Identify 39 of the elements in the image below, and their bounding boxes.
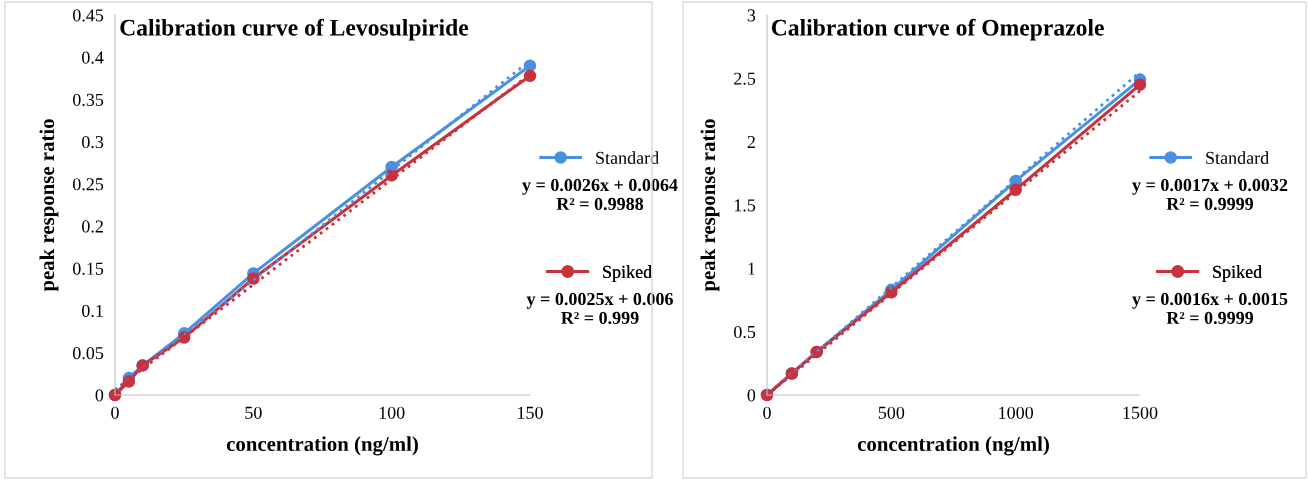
chart-title: Calibration curve of Levosulpiride [120, 18, 469, 41]
x-tick-label: 50 [245, 406, 262, 419]
y-tick-label: 0.2 [82, 220, 103, 233]
x-tick-label: 1000 [999, 406, 1034, 419]
x-tick-label: 500 [878, 406, 905, 419]
chart-title: Calibration curve of Omeprazole [771, 18, 1104, 41]
x-axis-title: concentration (ng/ml) [226, 436, 418, 456]
y-tick-label: 1.5 [734, 199, 756, 212]
y-tick-label: 3 [747, 9, 756, 22]
x-tick-label: 0 [763, 406, 771, 419]
y-tick-label: 1 [748, 262, 755, 275]
annotation: y = 0.0025x + 0.006 R² = 0.999 [526, 292, 673, 325]
y-tick-label: 0.35 [72, 93, 104, 106]
y-tick-label: 0.3 [82, 135, 104, 149]
legend-label: Spiked [1213, 265, 1262, 282]
x-tick-label: 150 [518, 406, 543, 419]
y-axis-title: peak response ratio [700, 119, 720, 292]
legend-label: Standard [596, 151, 659, 164]
y-tick-label: 0.45 [72, 9, 104, 22]
y-tick-label: 0 [747, 389, 756, 402]
x-tick-label: 0 [111, 406, 119, 419]
annotation: y = 0.0026x + 0.0064 R² = 0.9988 [522, 178, 678, 211]
y-tick-label: 2.5 [734, 72, 756, 85]
legend-label: Spiked [603, 265, 652, 282]
x-tick-label: 1500 [1123, 406, 1158, 419]
y-tick-label: 0.4 [82, 51, 104, 64]
y-tick-label: 0 [95, 389, 104, 402]
y-axis-title: peak response ratio [39, 119, 59, 292]
annotation: y = 0.0016x + 0.0015 R² = 0.9999 [1132, 292, 1288, 325]
x-tick-label: 100 [379, 406, 405, 419]
y-tick-label: 0.1 [82, 304, 103, 318]
y-tick-label: 0.5 [734, 325, 756, 339]
legend-label: Standard [1206, 151, 1269, 164]
y-tick-label: 0.25 [72, 178, 104, 191]
y-tick-label: 2 [747, 135, 755, 148]
annotation: y = 0.0017x + 0.0032 R² = 0.9999 [1132, 178, 1288, 211]
y-tick-label: 0.05 [72, 347, 104, 360]
x-axis-title: concentration (ng/ml) [857, 436, 1049, 456]
y-tick-label: 0.15 [72, 262, 104, 275]
